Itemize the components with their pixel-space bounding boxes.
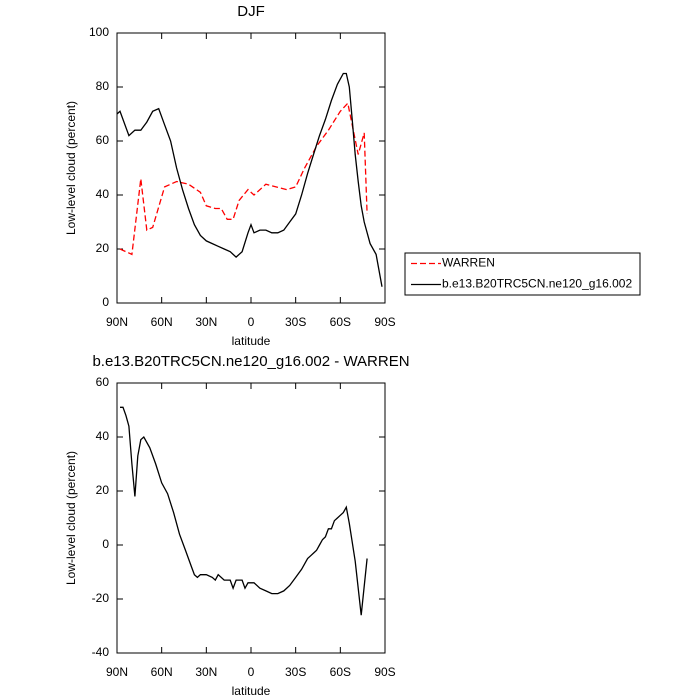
y-tick-label: 100 [89,25,109,39]
y-tick-label: 40 [96,187,110,201]
data-line [116,72,383,287]
x-tick-label: 30N [195,665,217,679]
x-tick-label: 90N [106,665,128,679]
y-tick-label: 0 [102,295,109,309]
data-line [120,406,368,616]
y-tick-label: -40 [92,645,110,659]
plot-frame [116,382,386,654]
chart-title: b.e13.B20TRC5CN.ne120_g16.002 - WARREN [92,353,409,370]
y-axis-label: Low-level cloud (percent) [64,451,78,585]
x-tick-label: 60S [330,315,351,329]
x-tick-label: 0 [248,665,255,679]
x-axis-label: latitude [232,334,271,348]
y-tick-label: -20 [92,591,110,605]
y-axis-label: Low-level cloud (percent) [64,101,78,235]
y-tick-label: 60 [96,375,110,389]
legend-box [404,252,641,296]
y-tick-label: 0 [102,537,109,551]
x-tick-label: 30S [285,315,306,329]
y-tick-label: 20 [96,483,110,497]
data-line [119,101,368,256]
x-tick-label: 60N [151,315,173,329]
x-tick-label: 90S [374,665,395,679]
x-tick-label: 60S [330,665,351,679]
x-tick-label: 60N [151,665,173,679]
legend-label: b.e13.B20TRC5CN.ne120_g16.002 [442,277,632,291]
x-tick-label: 30S [285,665,306,679]
y-tick-label: 80 [96,79,110,93]
x-tick-label: 90S [374,315,395,329]
x-axis-label: latitude [232,684,271,698]
y-tick-label: 40 [96,429,110,443]
y-tick-label: 20 [96,241,110,255]
x-tick-label: 90N [106,315,128,329]
legend-label: WARREN [442,256,495,270]
plot-frame [116,32,386,304]
chart-title: DJF [237,3,265,20]
y-tick-label: 60 [96,133,110,147]
x-tick-label: 30N [195,315,217,329]
x-tick-label: 0 [248,315,255,329]
